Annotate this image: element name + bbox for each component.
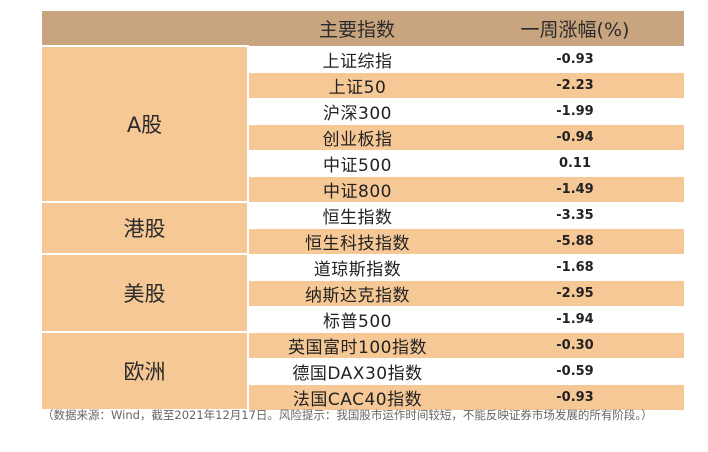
source-note: （数据来源：Wind，截至2021年12月17日。风险提示：我国股市运作时间较短… [42, 408, 653, 422]
table-row: 上证50 -2.23 [42, 71, 684, 99]
weekly-change-cell: -0.93 [466, 383, 684, 411]
index-weekly-change-table: 主要指数 一周涨幅(%) A股 上证综指 -0.93 上证50 -2.23 沪深300 -1… [42, 11, 684, 411]
table-header-row: 主要指数 一周涨幅(%) [42, 11, 684, 46]
header-index: 主要指数 [248, 11, 466, 46]
index-name-cell: 恒生指数 [248, 201, 466, 229]
weekly-change-cell: -1.49 [466, 175, 684, 203]
market-group-label: 美股 [42, 253, 249, 333]
weekly-change-cell: -1.99 [466, 97, 684, 125]
table-row: 欧洲 英国富时100指数 -0.30 [42, 331, 684, 411]
weekly-change-cell: -0.59 [466, 357, 684, 385]
index-name-cell: 标普500 [248, 305, 466, 333]
table-row: 恒生科技指数 -5.88 [42, 227, 684, 255]
table-row: 美股 道琼斯指数 -1.68 [42, 253, 684, 333]
header-weekly-change: 一周涨幅(%) [466, 11, 684, 46]
market-group-label: 欧洲 [42, 331, 249, 411]
table-row: 中证500 0.11 [42, 149, 684, 177]
weekly-change-cell: -2.95 [466, 279, 684, 307]
table-row: 沪深300 -1.99 [42, 97, 684, 125]
header-market [42, 11, 248, 46]
index-name-cell: 创业板指 [248, 123, 466, 151]
table-row: 港股 恒生指数 -3.35 [42, 201, 684, 255]
index-name-cell: 中证500 [248, 149, 466, 177]
table-row: 法国CAC40指数 -0.93 [42, 383, 684, 411]
index-name-cell: 沪深300 [248, 97, 466, 125]
weekly-change-cell: -5.88 [466, 227, 684, 255]
weekly-change-cell: -2.23 [466, 71, 684, 99]
weekly-change-cell: -1.68 [466, 253, 684, 281]
index-name-cell: 道琼斯指数 [248, 253, 466, 281]
market-group-label: 港股 [42, 201, 249, 255]
weekly-change-cell: -3.35 [466, 201, 684, 229]
weekly-change-cell: -0.93 [466, 45, 684, 73]
index-name-cell: 英国富时100指数 [248, 331, 466, 359]
weekly-change-cell: -1.94 [466, 305, 684, 333]
index-name-cell: 德国DAX30指数 [248, 357, 466, 385]
index-name-cell: 上证综指 [248, 45, 466, 73]
index-name-cell: 纳斯达克指数 [248, 279, 466, 307]
index-name-cell: 恒生科技指数 [248, 227, 466, 255]
table-row: 德国DAX30指数 -0.59 [42, 357, 684, 385]
market-group-label: A股 [42, 45, 249, 203]
table-row: 纳斯达克指数 -2.95 [42, 279, 684, 307]
table-body: A股 上证综指 -0.93 上证50 -2.23 沪深300 -1.99 创业板指 -0.94 中… [42, 45, 684, 411]
index-name-cell: 上证50 [248, 71, 466, 99]
index-name-cell: 中证800 [248, 175, 466, 203]
weekly-change-cell: 0.11 [466, 149, 684, 177]
weekly-change-cell: -0.30 [466, 331, 684, 359]
index-name-cell: 法国CAC40指数 [248, 383, 466, 411]
table-row: 标普500 -1.94 [42, 305, 684, 333]
table-row: 创业板指 -0.94 [42, 123, 684, 151]
table-row: A股 上证综指 -0.93 [42, 45, 684, 203]
weekly-change-cell: -0.94 [466, 123, 684, 151]
